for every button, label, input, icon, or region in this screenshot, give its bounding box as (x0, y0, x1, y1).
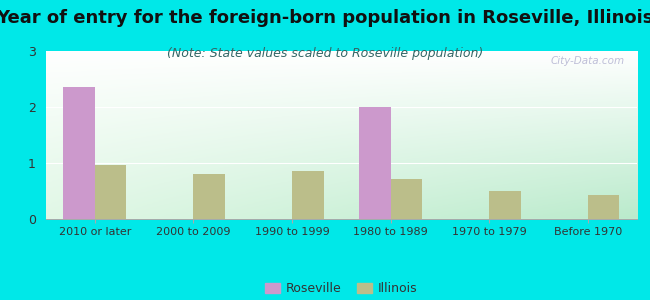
Bar (63, 87, 95, 219)
Legend: Roseville, Illinois: Roseville, Illinois (260, 277, 422, 300)
Text: (Note: State values scaled to Roseville population): (Note: State values scaled to Roseville … (167, 46, 483, 59)
Bar (95, 165, 126, 219)
Bar (194, 174, 225, 219)
Text: City-Data.com: City-Data.com (551, 56, 625, 66)
Text: Year of entry for the foreign-born population in Roseville, Illinois: Year of entry for the foreign-born popul… (0, 9, 650, 27)
Bar (588, 196, 619, 219)
Bar (292, 171, 324, 219)
Bar (489, 191, 521, 219)
Bar (359, 107, 391, 219)
Bar (391, 179, 422, 219)
